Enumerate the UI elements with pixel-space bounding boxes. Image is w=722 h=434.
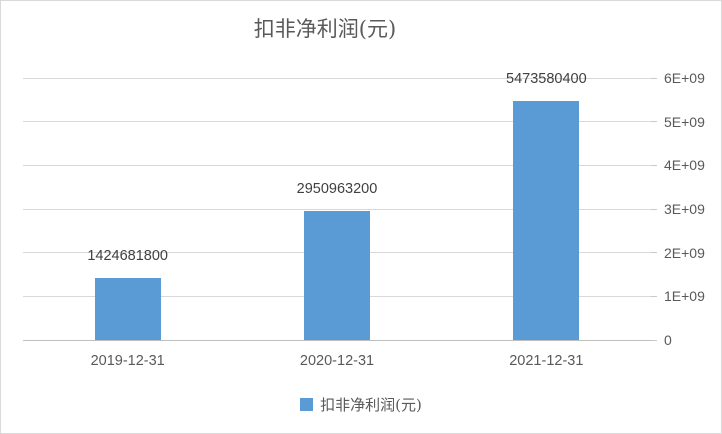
gridline: [23, 77, 651, 79]
y-axis-tick: [651, 208, 657, 210]
y-axis-tick: [651, 164, 657, 166]
y-axis-tick: [651, 339, 657, 341]
bar-2019-12-31: [94, 277, 161, 340]
y-tick-label: 2E+09: [664, 244, 705, 261]
y-axis-tick: [651, 121, 657, 123]
gridline: [23, 121, 651, 123]
y-axis-tick: [651, 77, 657, 79]
bar-value-label: 1424681800: [87, 247, 168, 264]
y-tick-label: 0: [664, 332, 672, 348]
legend-swatch-icon: [300, 398, 314, 411]
bar-value-label: 5473580400: [506, 71, 587, 87]
gridline: [23, 164, 651, 166]
plot-area: 0 1E+09 2E+09 3E+09 4E+09 5E+09 6E+09 142468180…: [23, 70, 705, 369]
x-tick-label: 2019-12-31: [90, 353, 165, 369]
y-tick-label: 3E+09: [664, 201, 705, 217]
x-tick-label: 2020-12-31: [299, 353, 375, 369]
y-axis-tick: [651, 295, 657, 297]
y-tick-label: 6E+09: [664, 70, 705, 86]
bar-value-label: 2950963200: [296, 181, 378, 198]
bar-2021-12-31: [513, 101, 580, 340]
gridline: [23, 208, 651, 210]
y-tick-label: 4E+09: [664, 157, 705, 174]
y-tick-label: 5E+09: [664, 113, 705, 130]
x-tick-label: 2021-12-31: [509, 353, 584, 369]
y-tick-label: 1E+09: [664, 288, 705, 305]
chart-title: 扣非净利润(元): [253, 17, 397, 41]
bar-2020-12-31: [304, 211, 370, 340]
legend-series-label: 扣非净利润(元): [320, 396, 422, 414]
legend: 扣非净利润(元): [1, 394, 721, 415]
x-axis-line: [23, 339, 651, 341]
y-axis-tick: [651, 252, 657, 254]
